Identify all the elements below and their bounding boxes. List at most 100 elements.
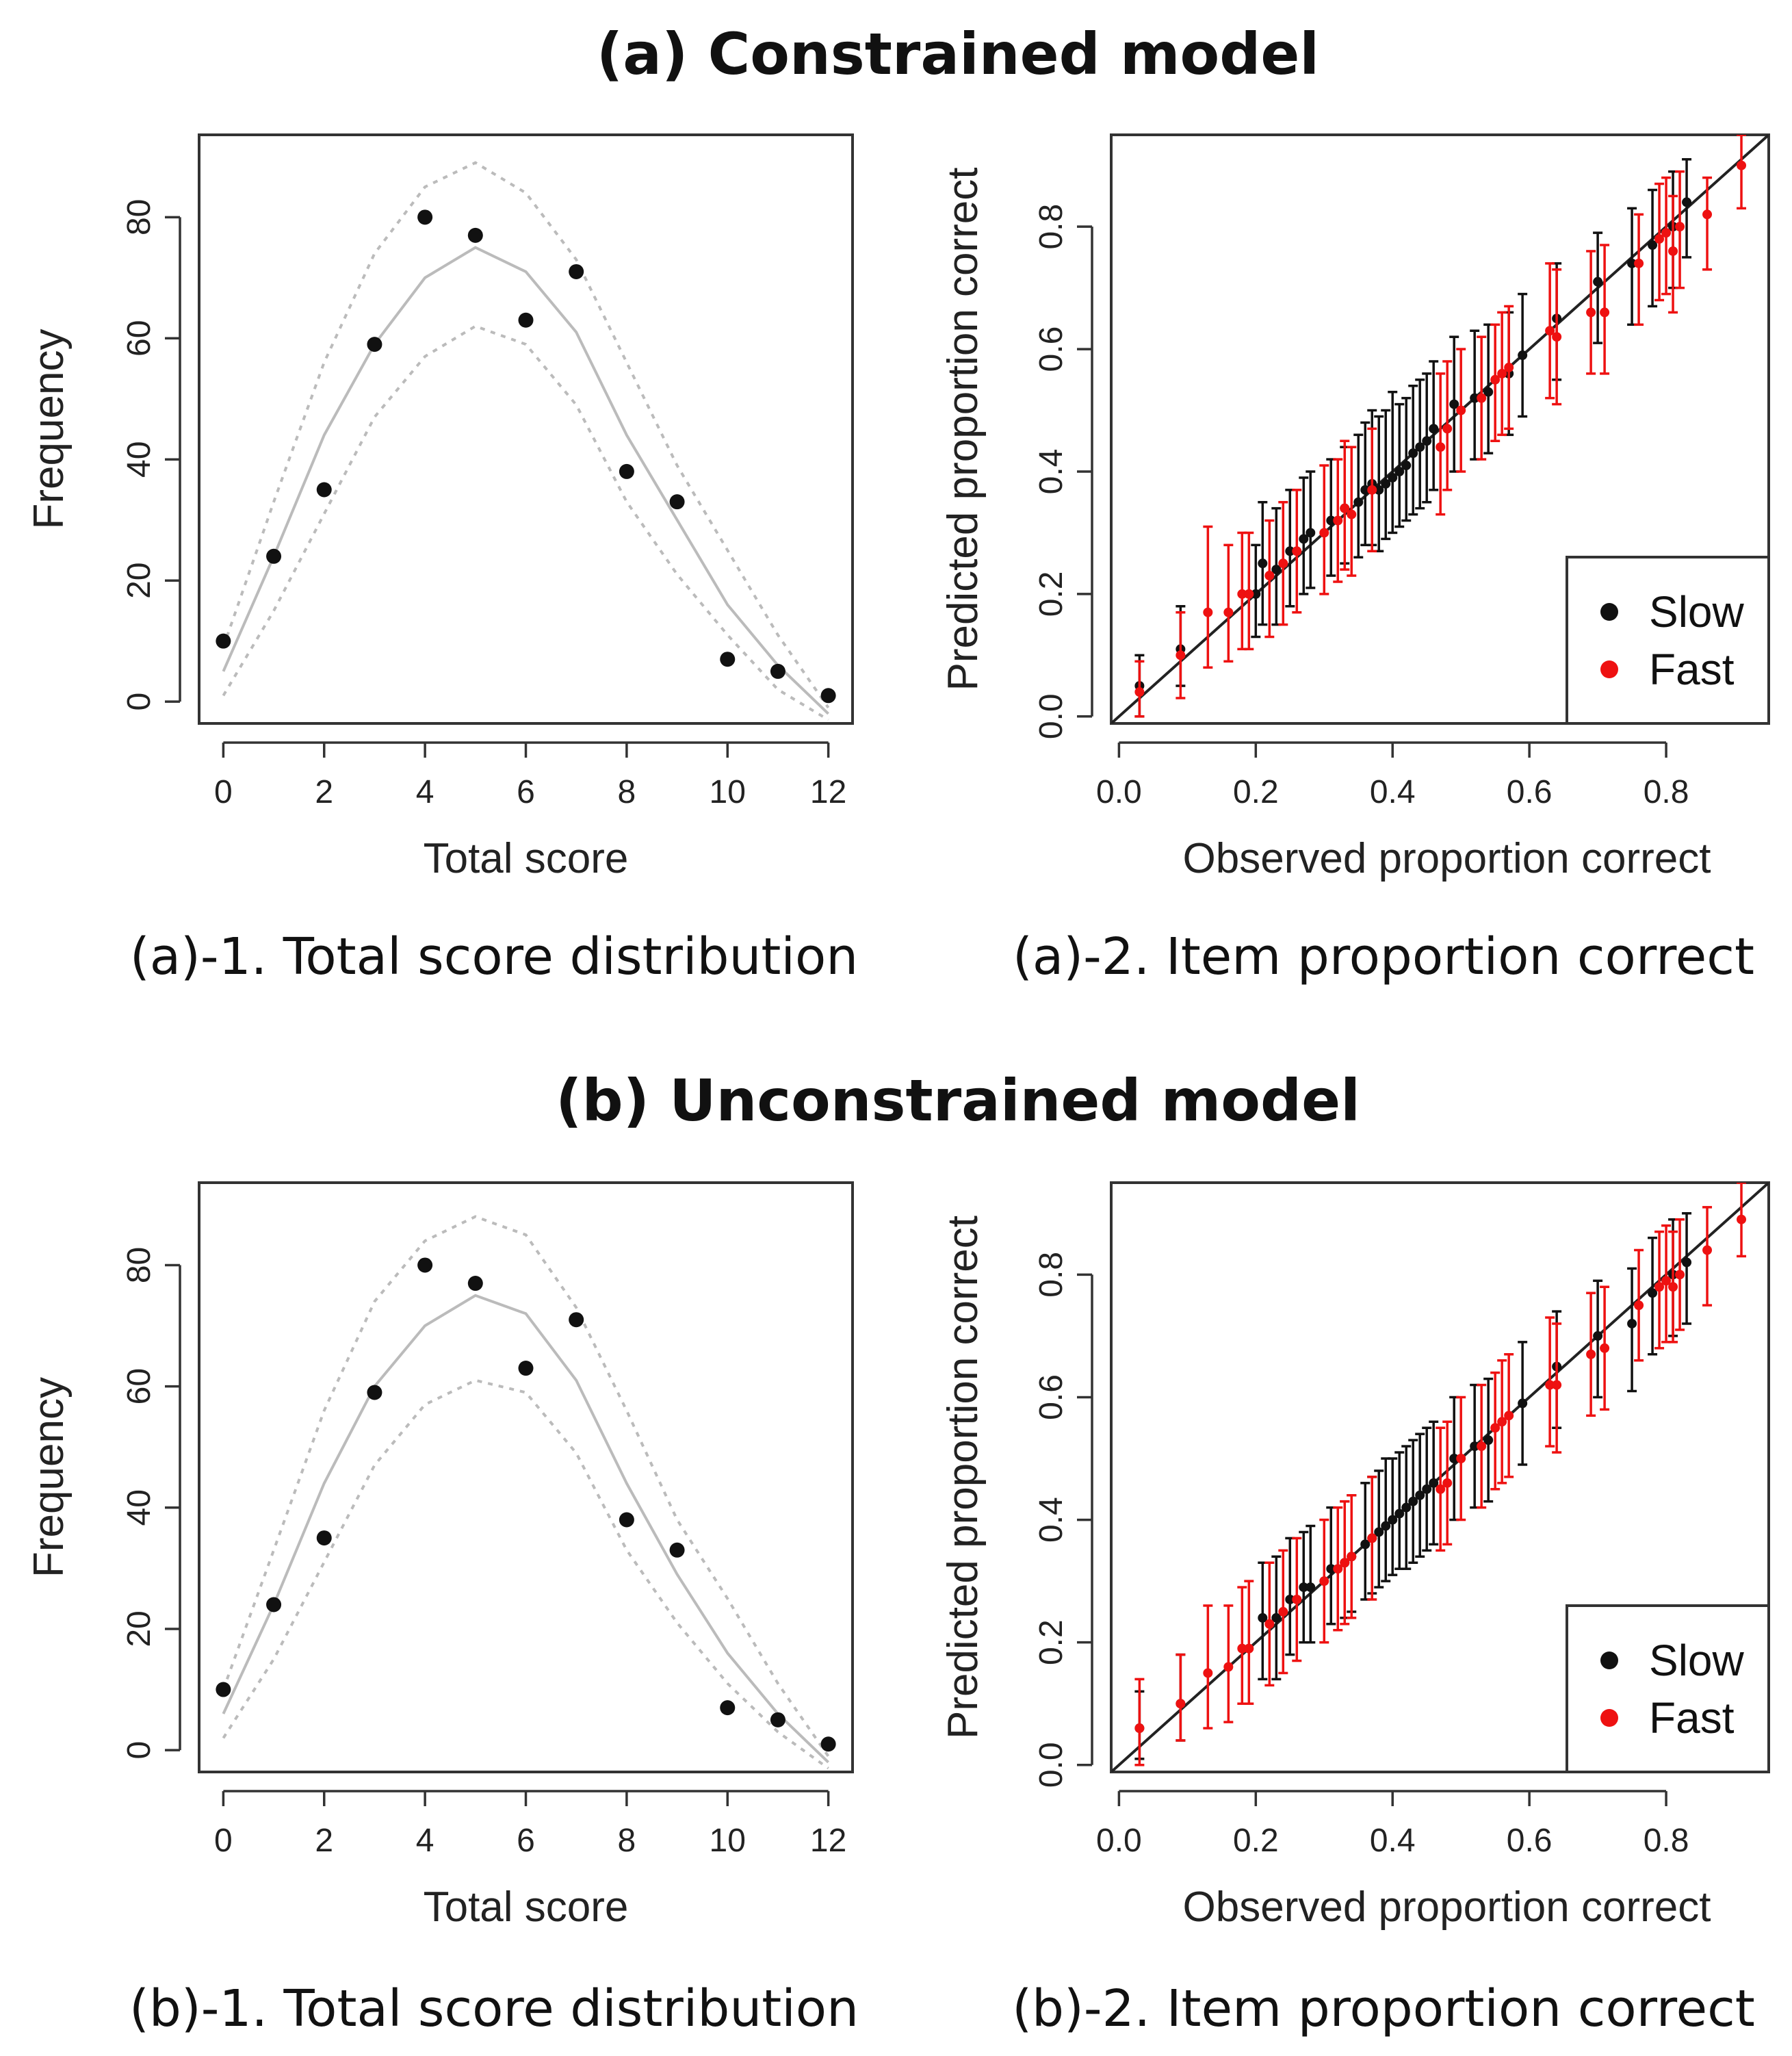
observed-point: [720, 652, 736, 667]
data-point: [1388, 1515, 1398, 1525]
data-point: [1388, 472, 1398, 483]
y-tick-label: 0.6: [1033, 1374, 1069, 1420]
x-tick-label: 0.8: [1644, 774, 1689, 810]
data-point: [1429, 1478, 1439, 1488]
data-point: [1470, 1441, 1480, 1452]
data-point: [1518, 350, 1528, 361]
data-point: [1737, 160, 1747, 170]
data-point: [1682, 197, 1692, 207]
observed-point: [770, 1712, 785, 1727]
data-point: [1244, 589, 1254, 599]
x-tick-label: 6: [517, 1823, 535, 1859]
x-tick-label: 10: [710, 774, 746, 810]
data-point: [1483, 387, 1494, 397]
data-point: [1381, 1521, 1391, 1531]
data-point: [1490, 374, 1501, 385]
data-point: [1483, 1435, 1494, 1445]
plot-frame: [1110, 1181, 1770, 1773]
y-tick-label: 0: [121, 693, 157, 711]
observed-point: [467, 1276, 483, 1292]
x-axis-title: Total score: [424, 835, 629, 882]
upper-bound-line: [222, 1215, 830, 1758]
data-point: [1347, 1552, 1357, 1562]
y-tick-label: 60: [121, 320, 157, 357]
x-tick-label: 0.4: [1370, 774, 1416, 810]
plot-frame: [198, 1181, 854, 1773]
item-proportion-chart-b: 0.0 0.2 0.4 0.6 0.8 0.0 0.2 0.4 0.6 0.8 Observed p…: [939, 1181, 1770, 1931]
x-axis-title: Total score: [424, 1884, 629, 1931]
observed-point: [367, 1385, 382, 1400]
data-point: [1299, 1582, 1309, 1593]
y-axis-title: Frequency: [25, 1377, 73, 1578]
plot-frame: [198, 133, 854, 725]
data-point: [1223, 1662, 1234, 1672]
x-tick-label: 2: [315, 774, 333, 810]
x-tick-label: 10: [710, 1823, 746, 1859]
data-point: [1449, 1454, 1459, 1464]
data-point: [1340, 503, 1350, 513]
observed-point: [619, 1512, 634, 1528]
data-point: [1251, 589, 1261, 599]
y-tick-label: 40: [121, 441, 157, 478]
x-tick-label: 2: [315, 1823, 333, 1859]
data-point: [1504, 362, 1514, 372]
series-fast: [1134, 1183, 1747, 1766]
legend-marker-fast: [1600, 660, 1618, 678]
data-point: [1422, 1484, 1432, 1494]
data-point: [1326, 515, 1336, 526]
observed-point: [569, 1312, 584, 1328]
observed-point: [316, 1530, 332, 1546]
x-tick-label: 6: [517, 774, 535, 810]
data-point: [1449, 399, 1459, 409]
data-point: [1134, 1723, 1145, 1734]
section-title: (a) Constrained model: [597, 21, 1319, 88]
legend-label-slow: Slow: [1649, 1636, 1745, 1685]
legend-box: [1566, 556, 1770, 725]
data-point: [1401, 461, 1412, 471]
data-point: [1490, 1423, 1501, 1433]
data-point: [1244, 1643, 1254, 1654]
data-point: [1675, 222, 1685, 232]
data-point: [1237, 1643, 1247, 1654]
observed-point: [820, 1736, 836, 1752]
data-point: [1545, 326, 1555, 336]
data-point: [1203, 607, 1213, 617]
observed-point: [770, 663, 785, 679]
data-point: [1237, 589, 1247, 599]
observed-point: [367, 337, 382, 352]
observed-point: [417, 1257, 433, 1273]
data-point: [1600, 307, 1610, 318]
data-point: [1456, 1454, 1466, 1464]
data-point: [1702, 1245, 1713, 1255]
data-point: [1545, 1380, 1555, 1390]
expected-line: [222, 1294, 829, 1764]
data-point: [1319, 1576, 1329, 1586]
caption-item-b: (b)-2. Item proportion correct: [1012, 1979, 1755, 2038]
data-point: [1374, 485, 1384, 495]
y-tick-label: 20: [121, 562, 157, 598]
data-point: [1497, 368, 1507, 378]
data-point: [1648, 1288, 1658, 1298]
x-tick-label: 0.4: [1370, 1823, 1416, 1859]
y-axis-title: Predicted proportion correct: [939, 1216, 987, 1739]
data-point: [1593, 277, 1603, 287]
x-tick-label: 12: [810, 1823, 846, 1859]
upper-bound-line: [222, 161, 830, 709]
data-point: [1661, 228, 1672, 238]
data-point: [1497, 1417, 1507, 1427]
data-point: [1278, 1606, 1288, 1617]
lower-bound-line: [222, 324, 829, 721]
data-point: [1223, 607, 1234, 617]
data-point: [1627, 1318, 1637, 1328]
observed-point: [216, 1682, 231, 1697]
data-point: [1299, 534, 1309, 544]
caption-item-a: (a)-2. Item proportion correct: [1013, 927, 1754, 986]
section-unconstrained: (b) Unconstrained model 0 2 4 6 8 10 12 0 20 40 60…: [25, 1067, 1770, 2038]
observed-point: [417, 209, 433, 225]
data-point: [1326, 1564, 1336, 1574]
x-axis-title: Observed proportion correct: [1183, 835, 1711, 882]
caption-score-b: (b)-1. Total score distribution: [129, 1979, 859, 2038]
x-tick-label: 0.0: [1096, 1823, 1142, 1859]
observed-point: [669, 494, 685, 510]
legend-marker-fast: [1600, 1709, 1618, 1727]
